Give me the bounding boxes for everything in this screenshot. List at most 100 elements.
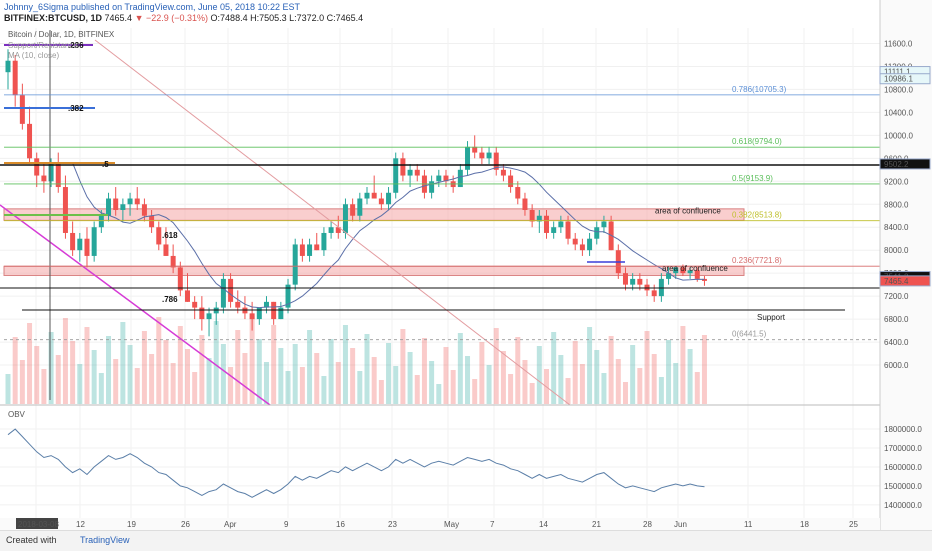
volume-bar <box>106 336 112 404</box>
candle-body <box>263 301 269 308</box>
volume-bar <box>587 327 593 404</box>
volume-bar <box>256 339 262 404</box>
time-axis[interactable]: 2018-03-08 12 19 26 Apr 9 16 23 May 7 14 21 28 Jun 11 1… <box>0 518 880 530</box>
candle-body <box>41 175 47 182</box>
candle-body <box>206 313 212 320</box>
candle-body <box>235 301 241 308</box>
time-axis-bg <box>0 518 880 530</box>
candle-body <box>371 192 377 199</box>
candle-body <box>328 227 334 233</box>
fib-label: 0.236(7721.8) <box>732 256 782 265</box>
price-tag-label: 10986.1 <box>884 75 913 84</box>
candle-body <box>515 187 521 199</box>
time-tick-label: 21 <box>592 520 601 529</box>
sr-legend[interactable]: Support/Resistance <box>8 41 78 50</box>
candle-body <box>630 278 636 285</box>
volume-bar <box>429 361 435 404</box>
candle-body <box>587 238 593 251</box>
volume-bar <box>271 325 277 404</box>
volume-bar <box>34 346 40 404</box>
volume-bar <box>486 365 492 404</box>
time-tick-label: 2018-03-08 <box>18 520 59 529</box>
fib-label: 0.786(10705.3) <box>732 85 787 94</box>
volume-bar <box>572 341 578 404</box>
created-with: Created with <box>6 535 57 545</box>
volume-bar <box>220 344 226 404</box>
price-axis[interactable]: 11600.011200.010800.010400.010000.09600.… <box>879 0 932 530</box>
candle-body <box>479 152 485 159</box>
price-tag-label: 7465.4 <box>884 277 909 286</box>
candle-body <box>156 227 162 245</box>
author-line[interactable]: Johnny_6Sigma published on TradingView.c… <box>4 2 301 12</box>
symbol-line: BITFINEX:BTCUSD, 1D 7465.4 ▼ −22.9 (−0.3… <box>4 13 363 23</box>
time-cursor-box <box>16 518 58 529</box>
candle-body <box>529 210 535 222</box>
candle-body <box>378 198 384 205</box>
volume-bar <box>579 364 585 404</box>
candle-body <box>170 255 176 268</box>
volume-bar <box>500 351 506 404</box>
price-tick-label: 9200.0 <box>884 177 909 186</box>
candle-body <box>443 175 449 182</box>
support-label: Support <box>757 313 786 322</box>
volume-bar <box>522 360 528 404</box>
time-tick-label: 28 <box>643 520 652 529</box>
chart-canvas[interactable]: 0.786(10705.3) 0.618(9794.0) 0.5(9153.9) 0.… <box>0 0 932 530</box>
time-tick-label: 18 <box>800 520 809 529</box>
time-tick-label: 19 <box>127 520 136 529</box>
volume-bar <box>630 345 636 404</box>
time-tick-label: 25 <box>849 520 858 529</box>
confluence-label-upper: area of confluence <box>655 206 721 215</box>
obv-legend[interactable]: OBV <box>8 410 25 419</box>
volume-bar <box>615 359 621 404</box>
volume-bar <box>694 372 700 404</box>
last-price: 7465.4 <box>104 13 133 23</box>
pair-legend[interactable]: Bitcoin / Dollar, 1D, BITFINEX <box>8 30 115 39</box>
candle-body <box>493 152 499 170</box>
volume-bar <box>192 372 198 404</box>
time-tick-label: 7 <box>490 520 495 529</box>
candle-body <box>622 273 628 285</box>
volume-bar <box>493 328 499 404</box>
candle-body <box>465 146 471 170</box>
volume-bar <box>285 371 291 404</box>
volume-bar <box>687 349 693 404</box>
chart-annotations: area of confluence area of confluence Supp… <box>68 41 786 322</box>
price-change: ▼ −22.9 (−0.31%) <box>134 13 209 23</box>
footer: Created with TradingView <box>0 530 932 551</box>
volume-bar <box>113 359 119 404</box>
price-tag-label: 9502.2 <box>884 160 909 169</box>
candle-body <box>565 221 571 239</box>
volume-bar <box>436 384 442 404</box>
volume-bar <box>342 325 348 404</box>
candle-body <box>436 175 442 182</box>
obv-tick-label: 1600000.0 <box>884 463 922 472</box>
time-tick-label: 14 <box>539 520 548 529</box>
obv-tick-label: 1400000.0 <box>884 501 922 510</box>
candle-body <box>19 95 25 124</box>
volume-bar <box>263 362 269 404</box>
volume-bar <box>299 367 305 404</box>
price-tick-label: 8400.0 <box>884 223 909 232</box>
volume-bar <box>414 375 420 404</box>
price-tag <box>879 275 931 287</box>
candle-body <box>70 232 76 251</box>
volume-bar <box>127 345 133 404</box>
ma-legend[interactable]: MA (10, close) <box>8 51 60 60</box>
price-tick-label: 7200.0 <box>884 292 909 301</box>
candle-body <box>98 215 104 228</box>
fib-236-marker: .236 <box>68 41 84 50</box>
candle-body <box>220 278 226 308</box>
tradingview-brand[interactable]: TradingView <box>80 535 130 545</box>
volume-bar <box>701 335 707 404</box>
volume-bar <box>185 349 190 404</box>
volume-bar <box>465 356 471 404</box>
candle-body <box>12 60 18 96</box>
volume-bar <box>386 343 392 404</box>
confluence-label-lower: area of confluence <box>662 264 728 273</box>
volume-bar <box>443 347 449 404</box>
fib-786-marker: .786 <box>162 295 178 304</box>
fib-levels: 0.786(10705.3) 0.618(9794.0) 0.5(9153.9) 0.… <box>4 85 880 341</box>
volume-bar <box>658 377 664 404</box>
volume-bar <box>637 368 643 404</box>
